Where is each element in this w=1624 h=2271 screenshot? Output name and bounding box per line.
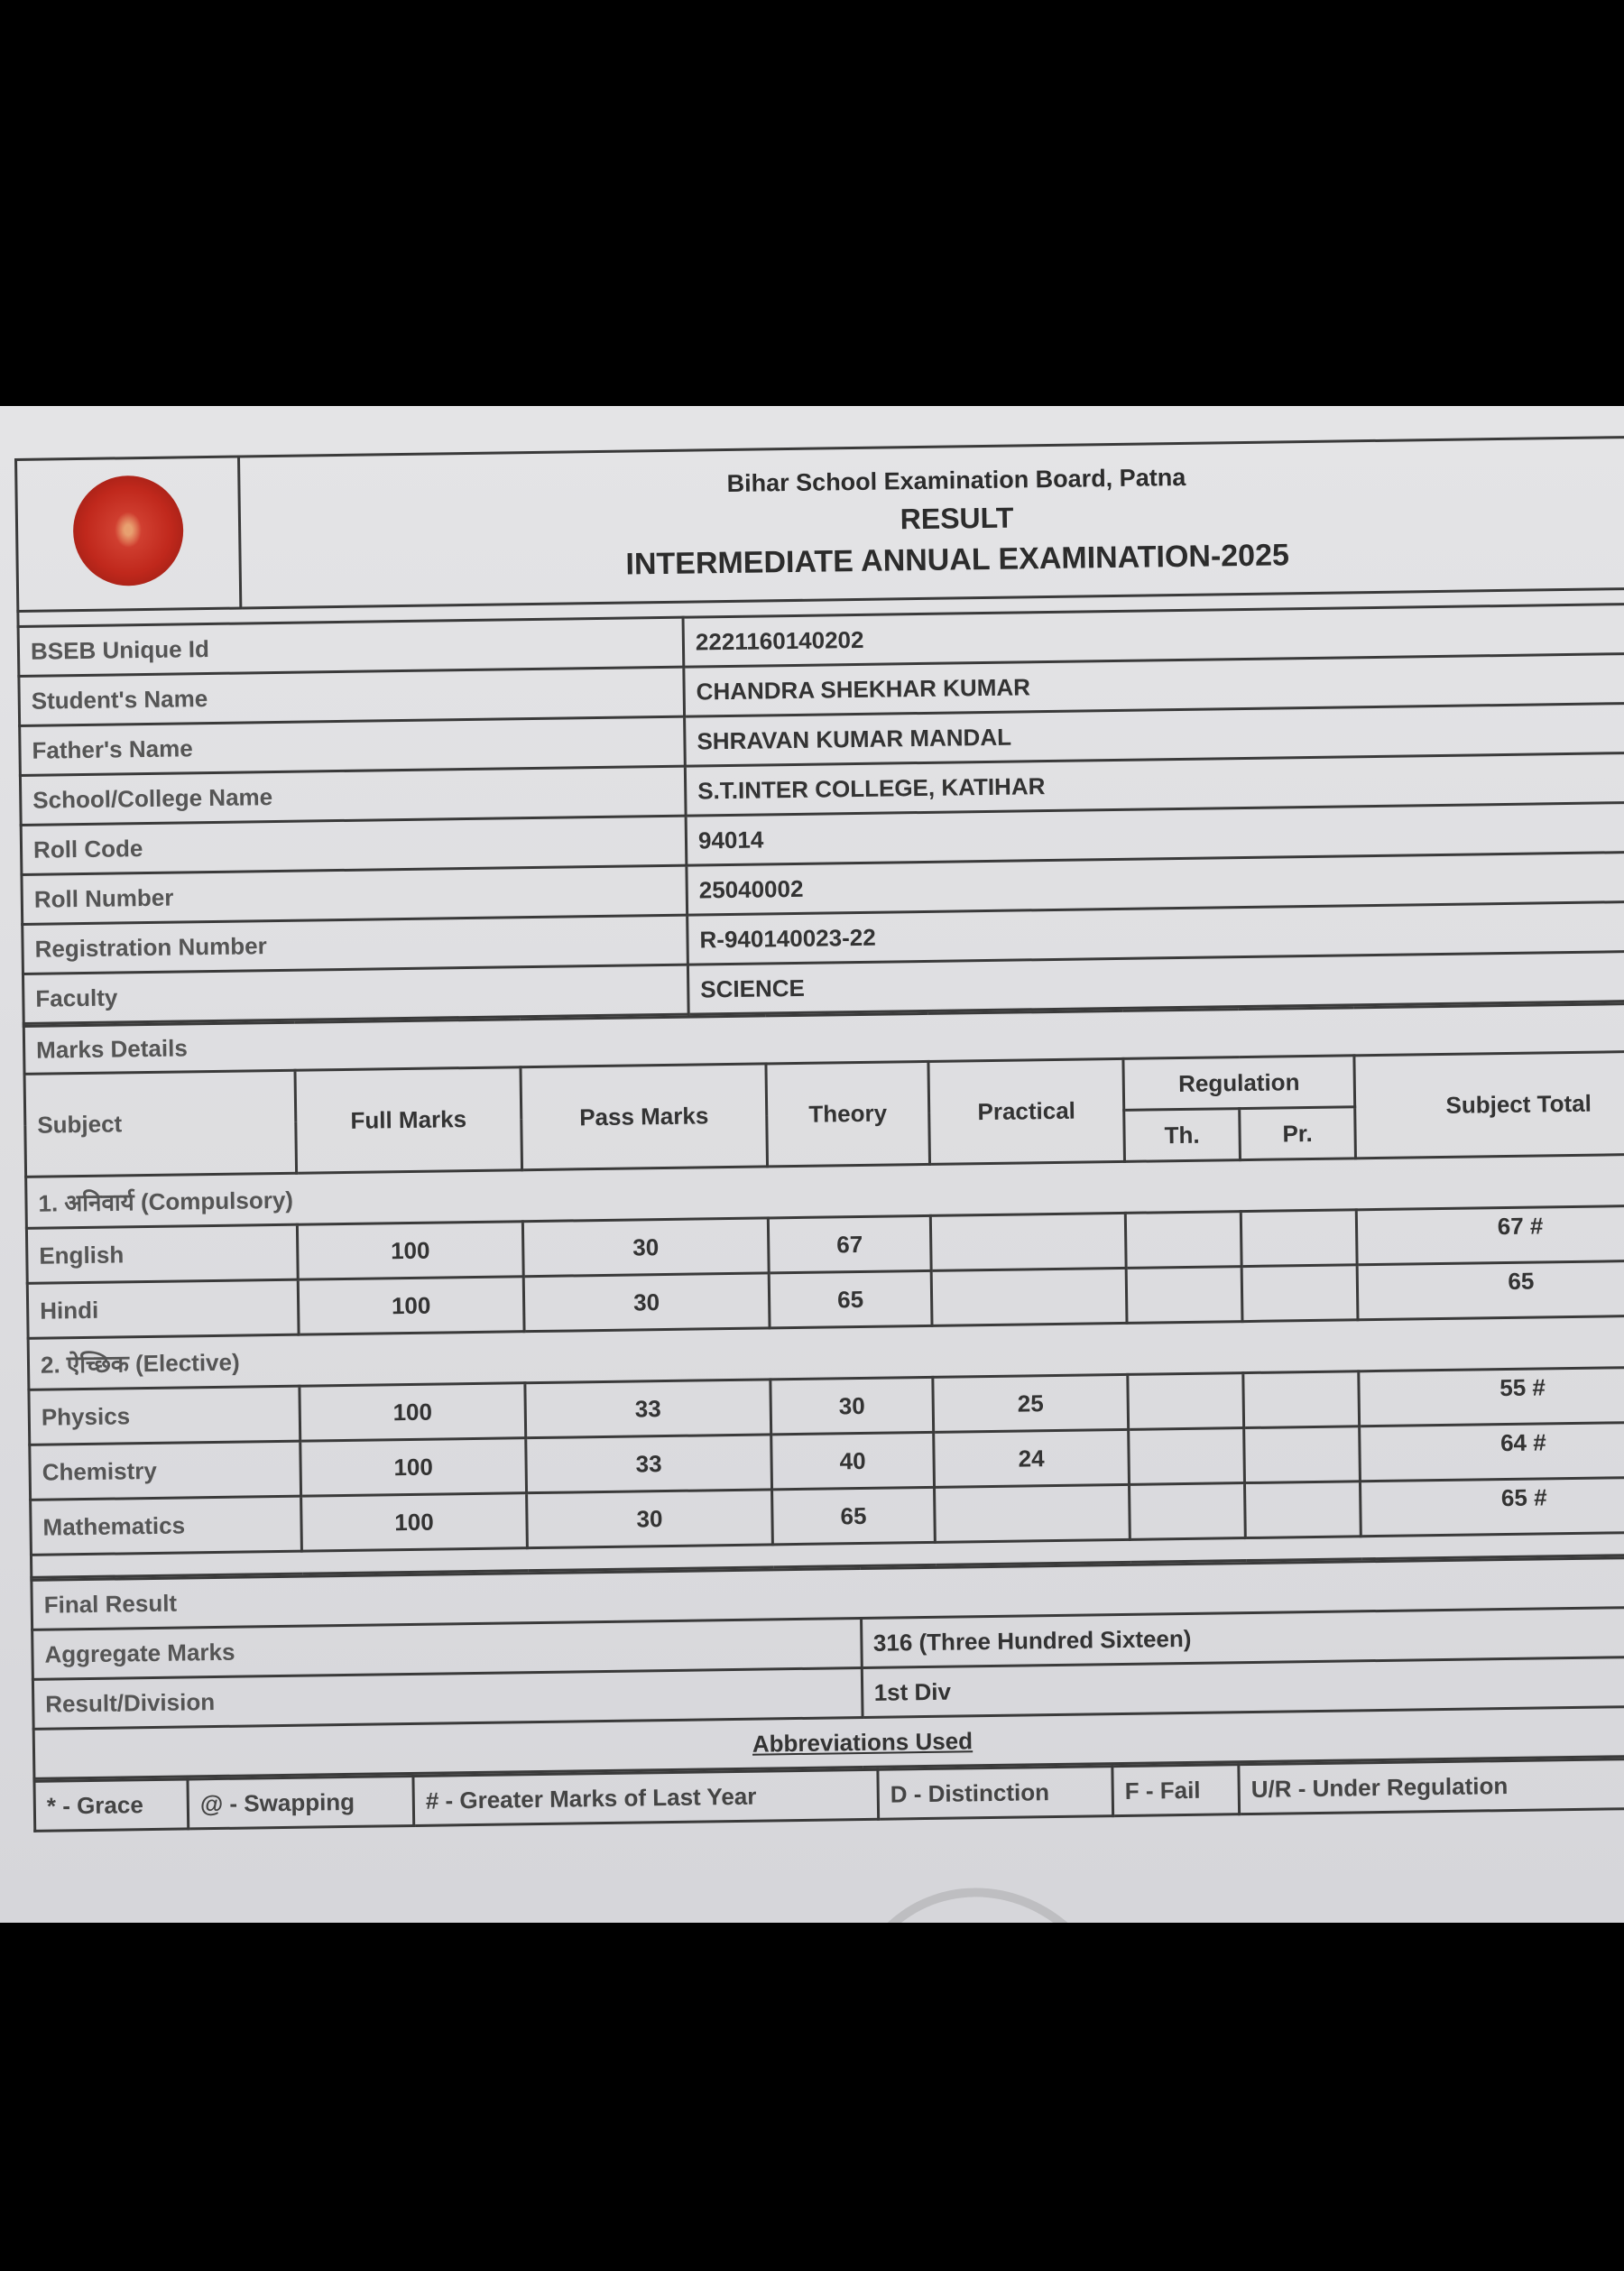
marks-table: Marks Details Subject Full Marks Pass Ma… <box>23 1002 1624 1579</box>
practical-marks: 24 <box>933 1429 1130 1488</box>
regulation-pr <box>1243 1426 1361 1483</box>
pass-marks: 30 <box>523 1272 770 1332</box>
col-practical: Practical <box>927 1058 1125 1165</box>
info-label: Father's Name <box>19 716 686 776</box>
subject-total: 65 <box>1357 1260 1624 1320</box>
abbreviation-item: F - Fail <box>1112 1764 1240 1816</box>
theory-marks: 30 <box>770 1377 934 1435</box>
result-photo: Bihar School Examination Board, Patna RE… <box>0 406 1624 1923</box>
practical-marks <box>930 1213 1127 1271</box>
abbreviation-item: D - Distinction <box>877 1766 1113 1820</box>
col-subject: Subject <box>24 1070 297 1177</box>
col-regulation: Regulation <box>1122 1055 1355 1111</box>
pass-marks: 30 <box>526 1489 773 1548</box>
info-label: Registration Number <box>22 915 688 974</box>
col-reg-pr: Pr. <box>1239 1106 1356 1160</box>
abbreviation-item: U/R - Under Regulation <box>1238 1758 1624 1814</box>
col-full-marks: Full Marks <box>294 1066 522 1174</box>
regulation-pr <box>1241 1264 1358 1322</box>
info-label: School/College Name <box>20 766 687 826</box>
regulation-th <box>1125 1211 1242 1269</box>
col-subject-total: Subject Total <box>1353 1050 1624 1159</box>
theory-marks: 67 <box>768 1215 932 1273</box>
subject-name: Mathematics <box>30 1496 302 1556</box>
regulation-pr <box>1241 1209 1358 1267</box>
col-reg-th: Th. <box>1123 1108 1241 1162</box>
info-label: BSEB Unique Id <box>18 617 684 677</box>
info-label: Faculty <box>23 965 689 1024</box>
final-result-table: Final Result Aggregate Marks 316 (Three H… <box>30 1556 1624 1780</box>
result-header: Bihar School Examination Board, Patna RE… <box>14 435 1624 613</box>
pass-marks: 30 <box>522 1217 770 1277</box>
info-label: Roll Code <box>21 816 687 875</box>
watermark-stamp <box>794 1837 1173 1923</box>
practical-marks: 25 <box>932 1374 1129 1433</box>
subject-name: Chemistry <box>29 1441 301 1500</box>
regulation-th <box>1127 1372 1244 1430</box>
result-document: Bihar School Examination Board, Patna RE… <box>14 435 1624 1832</box>
abbreviation-item: # - Greater Marks of Last Year <box>412 1769 879 1826</box>
subject-total: 67 # <box>1356 1205 1624 1265</box>
regulation-th <box>1126 1266 1242 1324</box>
full-marks: 100 <box>300 1492 528 1552</box>
regulation-th <box>1128 1427 1245 1485</box>
full-marks: 100 <box>299 1382 526 1442</box>
subject-name: Hindi <box>27 1279 300 1339</box>
practical-marks <box>931 1268 1128 1326</box>
pass-marks: 33 <box>525 1434 772 1493</box>
col-pass-marks: Pass Marks <box>520 1063 768 1170</box>
abbreviation-item: @ - Swapping <box>187 1776 414 1829</box>
theory-marks: 40 <box>770 1432 935 1490</box>
theory-marks: 65 <box>771 1487 936 1545</box>
theory-marks: 65 <box>769 1270 933 1328</box>
subject-total: 65 # <box>1360 1476 1624 1537</box>
student-info-table: BSEB Unique Id 2221160140202 Student's Nam… <box>17 602 1624 1025</box>
regulation-th <box>1129 1482 1246 1540</box>
full-marks: 100 <box>300 1437 527 1497</box>
subject-name: English <box>26 1224 299 1284</box>
full-marks: 100 <box>297 1221 524 1280</box>
pass-marks: 33 <box>524 1379 771 1438</box>
regulation-pr <box>1242 1371 1360 1428</box>
subject-total: 55 # <box>1358 1366 1624 1426</box>
logo-cell <box>15 457 241 612</box>
info-label: Roll Number <box>21 865 687 925</box>
col-theory: Theory <box>765 1061 930 1167</box>
info-label: Student's Name <box>18 667 685 726</box>
regulation-pr <box>1244 1481 1361 1538</box>
practical-marks <box>934 1484 1130 1543</box>
subject-name: Physics <box>28 1386 300 1445</box>
subject-total: 64 # <box>1359 1421 1624 1482</box>
full-marks: 100 <box>298 1276 525 1335</box>
bseb-logo-icon <box>72 475 184 587</box>
abbreviation-item: * - Grace <box>33 1778 189 1832</box>
header-titles: Bihar School Examination Board, Patna RE… <box>238 436 1624 609</box>
